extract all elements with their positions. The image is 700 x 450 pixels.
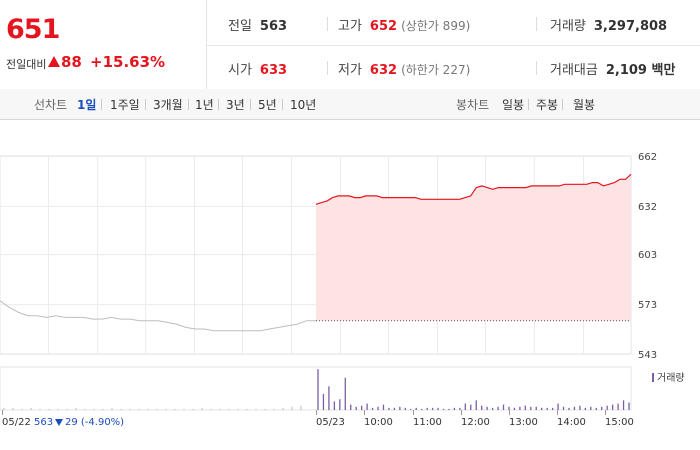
- tab-divider: [250, 99, 251, 110]
- high-value: 652: [369, 19, 398, 34]
- today-line: [315, 173, 632, 205]
- x-tick-label: 15:00: [605, 417, 634, 428]
- prev-close-value: 563: [259, 19, 288, 34]
- x-tick-label: 10:00: [364, 417, 393, 428]
- tab-1week[interactable]: 1주일: [110, 98, 140, 112]
- low-cell: 저가 632 (하한가 227): [338, 59, 470, 78]
- tab-3year[interactable]: 3년: [226, 98, 245, 112]
- price-chart: 662 632 603 573 543 거래량 05/22 05/23 10:00 11:00…: [0, 152, 685, 428]
- volume-legend-swatch: [652, 373, 654, 382]
- divider: [536, 61, 537, 75]
- today-fill: [316, 174, 631, 321]
- x-tick-label: 05/22: [2, 417, 31, 428]
- open-label: 시가: [228, 63, 252, 78]
- down-triangle-icon: [55, 419, 63, 426]
- prev-day-line: [0, 300, 316, 332]
- volume-label: 거래량: [550, 19, 586, 34]
- volume-chart: 거래량: [0, 366, 685, 411]
- high-label: 고가: [338, 19, 362, 34]
- amount-label: 거래대금: [550, 63, 598, 78]
- volume-value: 3,297,808: [593, 19, 668, 34]
- prev-close-cell: 전일 563: [228, 15, 287, 34]
- up-triangle-icon: [48, 56, 60, 67]
- upper-limit: (상한가 899): [401, 19, 471, 33]
- divider: [327, 61, 328, 75]
- chart-tab-bar: 선차트 1일 1주일 3개월 1년 3년 5년 10년 봉차트 일봉 주봉 월봉: [0, 89, 700, 120]
- tab-5year[interactable]: 5년: [258, 98, 277, 112]
- candle-chart-label: 봉차트: [456, 98, 490, 112]
- x-tick-label: 14:00: [557, 417, 586, 428]
- prev-change-footer: 29 (-4.90%): [65, 417, 124, 428]
- prev-close-footer: 563: [34, 417, 53, 428]
- volume-legend-label: 거래량: [657, 372, 685, 384]
- tab-10year[interactable]: 10년: [290, 98, 317, 112]
- divider: [327, 17, 328, 31]
- amount-value: 2,109 백만: [605, 63, 676, 78]
- y-tick-label: 662: [638, 152, 657, 163]
- change-label: 전일대비: [6, 58, 47, 71]
- volume-frame: [0, 366, 632, 411]
- x-tick-label: 13:00: [509, 417, 538, 428]
- lower-limit: (하한가 227): [401, 63, 471, 77]
- change-value: 88: [61, 53, 82, 71]
- x-tick-label: 11:00: [413, 417, 442, 428]
- x-tick-label: 05/23: [316, 417, 345, 428]
- volume-cell: 거래량 3,297,808: [550, 15, 667, 34]
- divider: [536, 17, 537, 31]
- current-price-box: 651 전일대비 88 +15.63%: [0, 0, 207, 89]
- line-chart-label: 선차트: [34, 98, 68, 112]
- y-tick-label: 632: [638, 202, 657, 213]
- y-axis: 662 632 603 573 543: [638, 152, 657, 361]
- y-tick-label: 603: [638, 250, 657, 261]
- price-lines: [0, 173, 632, 332]
- tab-divider: [528, 99, 529, 110]
- tab-1day[interactable]: 1일: [77, 98, 97, 112]
- price-fill-area: [316, 174, 631, 321]
- tab-divider: [562, 99, 563, 110]
- tab-1year[interactable]: 1년: [195, 98, 214, 112]
- x-tick-label: 12:00: [461, 417, 490, 428]
- y-tick-label: 573: [638, 300, 657, 311]
- tab-divider: [282, 99, 283, 110]
- low-value: 632: [369, 63, 398, 78]
- prev-close-label: 전일: [228, 19, 252, 34]
- tab-divider: [145, 99, 146, 110]
- row-divider: [207, 45, 700, 46]
- open-value: 633: [259, 63, 288, 78]
- tab-daily-candle[interactable]: 일봉: [502, 98, 525, 112]
- open-cell: 시가 633: [228, 59, 287, 78]
- tab-monthly-candle[interactable]: 월봉: [573, 98, 596, 112]
- tab-divider: [101, 99, 102, 110]
- x-axis: 05/22 05/23 10:00 11:00 12:00 13:00 14:00 15:00…: [2, 410, 634, 428]
- low-label: 저가: [338, 63, 362, 78]
- y-tick-label: 543: [638, 350, 657, 361]
- high-cell: 고가 652 (상한가 899): [338, 15, 470, 34]
- tab-weekly-candle[interactable]: 주봉: [536, 98, 559, 112]
- tab-divider: [188, 99, 189, 110]
- price-summary: 651 전일대비 88 +15.63% 전일 563 고가 652 (상한가 899)…: [0, 0, 700, 90]
- current-price: 651: [6, 14, 60, 45]
- tab-3month[interactable]: 3개월: [153, 98, 183, 112]
- amount-cell: 거래대금 2,109 백만: [550, 59, 675, 78]
- change-percent: +15.63%: [90, 53, 166, 71]
- tab-divider: [218, 99, 219, 110]
